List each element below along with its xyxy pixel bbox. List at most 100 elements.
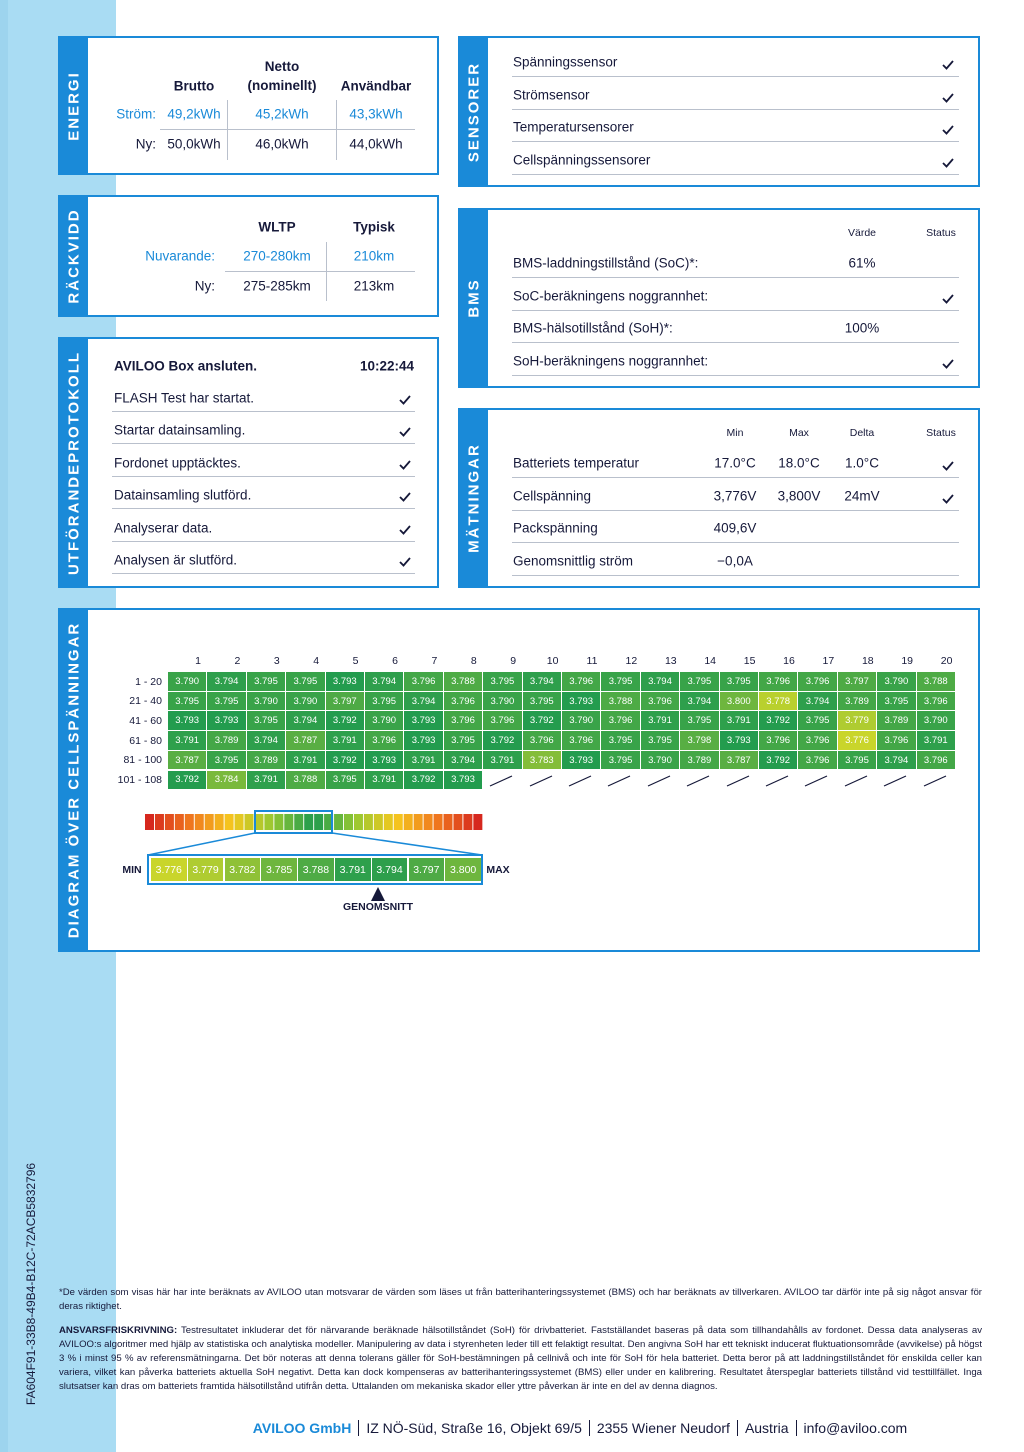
separator: [112, 540, 415, 542]
voltage-cell: 3.796: [916, 691, 955, 711]
scale-cell: 3.797: [408, 858, 445, 881]
separator: [225, 271, 415, 272]
voltage-cell: 3.800: [719, 691, 758, 711]
sensor-item: Temperatursensorer: [513, 119, 634, 135]
column-number: 20: [940, 655, 953, 667]
voltage-cell: 3.790: [286, 691, 325, 711]
separator: [512, 277, 959, 278]
row-label: Batteriets temperatur: [513, 455, 640, 471]
cell-value: 3,800V: [777, 488, 821, 503]
voltage-cell: 3.783: [522, 750, 561, 770]
voltage-cell: 3.797: [325, 691, 364, 711]
voltage-cell: 3.795: [522, 691, 561, 711]
row-label: Ström:: [116, 106, 156, 122]
voltage-cell: 3.788: [916, 672, 955, 691]
empty-cell: [805, 774, 828, 787]
empty-cell: [647, 774, 671, 787]
voltage-cell: 3.793: [207, 711, 246, 731]
voltage-cell: 3.789: [246, 750, 286, 770]
empty-cell: [686, 774, 710, 787]
voltage-cell: 3.795: [680, 711, 719, 731]
voltage-cell: 3.790: [365, 711, 404, 731]
card-title: DIAGRAM ÖVER CELLSPÄNNINGAR: [65, 621, 83, 939]
voltage-cell: 3.792: [325, 711, 364, 731]
voltage-cell: 3.790: [246, 691, 286, 711]
cell-value: 43,3kWh: [349, 106, 403, 122]
card-title: RÄCKVIDD: [65, 208, 83, 304]
separator: [512, 374, 959, 376]
separator: [512, 76, 959, 77]
scale-cell: 3.785: [261, 858, 297, 881]
cell-value: 1.0°C: [845, 455, 879, 471]
voltage-cell: 3.795: [325, 770, 364, 790]
column-number: 7: [431, 655, 438, 667]
card-title: ENERGI: [65, 70, 83, 141]
voltage-cell: 3.794: [798, 691, 837, 711]
column-header: Brutto: [173, 78, 215, 94]
voltage-cell: 3.789: [680, 750, 719, 770]
row-label: Nuvarande:: [145, 248, 215, 264]
column-number: 2: [234, 655, 241, 667]
voltage-cell: 3.788: [286, 770, 325, 790]
cell-value: 17.0°C: [714, 455, 756, 471]
voltage-cell: 3.796: [562, 672, 601, 691]
voltage-cell: 3.795: [798, 711, 837, 731]
document-id: FA604F91-33B8-49B4-B12C-72ACB5832796: [24, 1162, 38, 1406]
column-number: 14: [704, 655, 717, 667]
voltage-cell: 3.791: [483, 750, 522, 770]
voltage-cell: 3.790: [562, 711, 601, 731]
scale-cell: 3.788: [298, 858, 334, 881]
voltage-cell: 3.796: [916, 750, 955, 770]
protocol-header: AVILOO Box ansluten.: [114, 358, 258, 374]
voltage-cell: 3.792: [325, 750, 364, 770]
column-header: Max: [789, 427, 809, 439]
separator: [112, 411, 415, 412]
sensors-card: SENSORER Spänningssensor Strömsensor Temper…: [458, 36, 980, 187]
cell-voltage-card: DIAGRAM ÖVER CELLSPÄNNINGAR 1 2 3 4 5 6 7 8 9 10 11…: [58, 608, 980, 952]
voltage-cell: 3.787: [719, 750, 758, 770]
voltage-cell: 3.795: [837, 750, 877, 770]
card-title-strip: ENERGI: [60, 38, 88, 173]
voltage-cell: 3.796: [404, 672, 443, 691]
row-label: 81 - 100: [123, 754, 162, 767]
footer-item: IZ NÖ-Süd, Straße 16, Objekt 69/5: [358, 1420, 589, 1436]
cell-value: 50,0kWh: [167, 136, 221, 152]
voltage-cell: 3.791: [916, 731, 955, 750]
voltage-cell: 3.796: [365, 731, 404, 750]
row-label: 41 - 60: [129, 714, 162, 727]
sensor-item: Strömsensor: [513, 87, 590, 103]
voltage-cell: 3.795: [601, 750, 640, 770]
cell-value: 270-280km: [243, 248, 311, 264]
voltage-cell: 3.791: [404, 750, 443, 770]
protocol-step: Fordonet upptäcktes.: [114, 455, 241, 471]
voltage-cell: 3.796: [562, 731, 601, 750]
voltage-cell: 3.790: [916, 711, 955, 731]
voltage-cell: 3.791: [286, 750, 325, 770]
empty-cell: [765, 774, 789, 787]
voltage-cell: 3.797: [837, 672, 877, 691]
empty-cell: [489, 774, 513, 787]
voltage-cell: 3.795: [483, 672, 522, 691]
voltage-cell: 3.794: [640, 672, 680, 691]
voltage-cell: 3.787: [286, 731, 325, 750]
color-scale-graphic: [145, 810, 483, 901]
voltage-cell: 3.795: [207, 691, 246, 711]
cell-value: 18.0°C: [778, 455, 820, 471]
footer-item: 2355 Wiener Neudorf: [588, 1420, 737, 1436]
voltage-cell: 3.789: [207, 731, 246, 750]
row-label: Cellspänning: [513, 488, 592, 503]
check-icon: [942, 60, 954, 70]
scale-cell: 3.779: [187, 858, 224, 881]
check-icon: [399, 395, 411, 405]
column-number: 11: [586, 655, 598, 667]
column-number: 10: [546, 655, 559, 667]
card-title: SENSORER: [465, 61, 483, 162]
voltage-cell: 3.790: [483, 691, 522, 711]
column-number: 16: [783, 655, 795, 667]
protocol-step: Analyserar data.: [114, 520, 213, 536]
row-label: SoH-beräkningens noggrannhet:: [513, 353, 709, 368]
cell-value: 100%: [844, 320, 880, 336]
separator: [326, 242, 327, 301]
separator: [512, 477, 959, 478]
